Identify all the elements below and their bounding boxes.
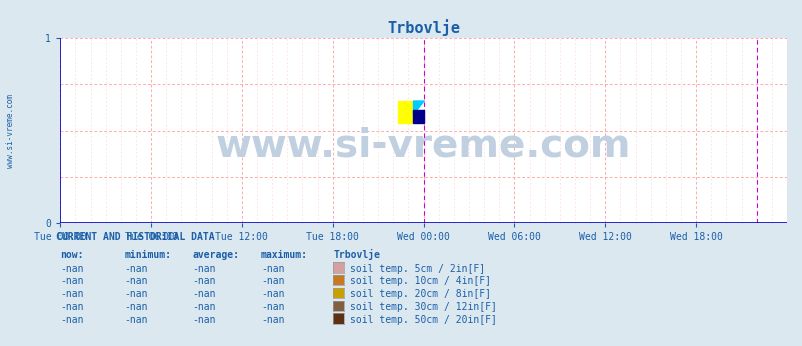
- Text: soil temp. 5cm / 2in[F]: soil temp. 5cm / 2in[F]: [350, 264, 484, 274]
- Text: -nan: -nan: [124, 302, 148, 312]
- Text: -nan: -nan: [192, 264, 216, 274]
- Text: -nan: -nan: [60, 289, 83, 299]
- Text: soil temp. 10cm / 4in[F]: soil temp. 10cm / 4in[F]: [350, 276, 491, 286]
- Text: -nan: -nan: [261, 315, 284, 325]
- Text: -nan: -nan: [192, 302, 216, 312]
- Text: -nan: -nan: [192, 289, 216, 299]
- Text: -nan: -nan: [192, 315, 216, 325]
- Text: -nan: -nan: [261, 289, 284, 299]
- Text: Trbovlje: Trbovlje: [333, 249, 380, 260]
- Text: now:: now:: [60, 250, 83, 260]
- Text: maximum:: maximum:: [261, 250, 308, 260]
- Text: -nan: -nan: [60, 264, 83, 274]
- Text: -nan: -nan: [192, 276, 216, 286]
- Text: -nan: -nan: [60, 276, 83, 286]
- Title: Trbovlje: Trbovlje: [387, 19, 460, 36]
- Text: -nan: -nan: [60, 302, 83, 312]
- Polygon shape: [413, 101, 423, 114]
- Text: -nan: -nan: [124, 264, 148, 274]
- Text: www.si-vreme.com: www.si-vreme.com: [216, 126, 630, 164]
- Text: -nan: -nan: [124, 289, 148, 299]
- Text: www.si-vreme.com: www.si-vreme.com: [6, 94, 15, 169]
- Text: minimum:: minimum:: [124, 250, 172, 260]
- Text: soil temp. 50cm / 20in[F]: soil temp. 50cm / 20in[F]: [350, 315, 496, 325]
- Bar: [413, 110, 423, 123]
- Text: -nan: -nan: [261, 276, 284, 286]
- Text: CURRENT AND HISTORICAL DATA: CURRENT AND HISTORICAL DATA: [56, 233, 215, 243]
- Text: -nan: -nan: [261, 302, 284, 312]
- Text: -nan: -nan: [60, 315, 83, 325]
- Text: -nan: -nan: [124, 276, 148, 286]
- Text: -nan: -nan: [124, 315, 148, 325]
- Text: -nan: -nan: [261, 264, 284, 274]
- Text: soil temp. 20cm / 8in[F]: soil temp. 20cm / 8in[F]: [350, 289, 491, 299]
- Text: average:: average:: [192, 250, 240, 260]
- Bar: [398, 101, 413, 123]
- Text: soil temp. 30cm / 12in[F]: soil temp. 30cm / 12in[F]: [350, 302, 496, 312]
